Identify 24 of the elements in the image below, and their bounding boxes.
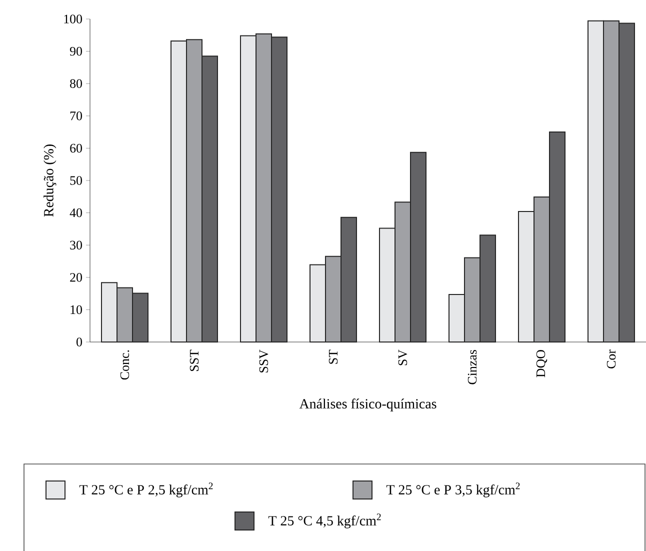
x-tick-label: Conc. — [120, 350, 130, 380]
y-tick-label: 50 — [70, 176, 82, 185]
x-tick-label: ST — [328, 350, 338, 364]
y-tick-label: 40 — [70, 208, 82, 218]
y-tick-label: 20 — [70, 273, 82, 282]
x-tick-label: Cinzas — [468, 350, 477, 384]
y-axis-title: Redução (%) — [44, 144, 56, 217]
x-tick-label: SST — [190, 350, 199, 371]
x-axis-title: Análises físico-químicas — [299, 398, 436, 412]
x-tick-label: SSV — [259, 350, 268, 372]
x-tick-label: DQO — [536, 350, 548, 378]
y-tick-label: 0 — [76, 338, 82, 346]
y-tick-label: 60 — [70, 144, 82, 153]
y-tick-label: 90 — [70, 46, 82, 56]
x-tick-label: SV — [398, 350, 408, 366]
y-tick-label: 70 — [70, 112, 82, 120]
y-tick-label: 30 — [70, 240, 82, 250]
legend-label: T 25 °C e P 3,5 kgf/cm$^{2}$ — [386, 482, 520, 498]
y-tick-label: 100 — [64, 14, 82, 24]
x-tick-label: Cor — [606, 350, 616, 368]
y-tick-label: 10 — [70, 305, 82, 314]
legend-label: T 25 °C e P 2,5 kgf/cm$^{2}$ — [79, 482, 213, 498]
legend-label: T 25 °C 4,5 kgf/cm$^{2}$ — [268, 514, 381, 528]
y-tick-label: 80 — [70, 79, 82, 88]
